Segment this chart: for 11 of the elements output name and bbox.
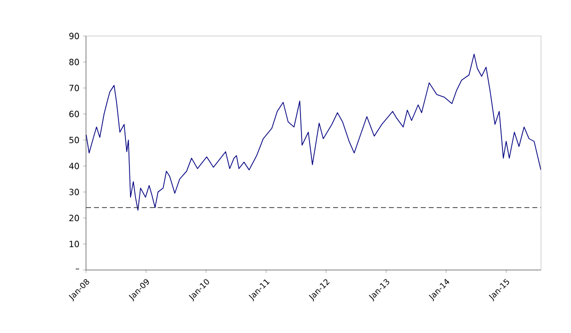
y-tick-label: 70	[69, 84, 79, 92]
y-tick-label: 60	[69, 110, 79, 118]
y-tick-label: 20	[69, 214, 79, 222]
y-tick-label: 40	[69, 162, 79, 170]
y-tick-label: –	[76, 268, 80, 270]
y-tick-label: 10	[70, 240, 79, 248]
y-tick-label: 50	[69, 136, 79, 144]
y-tick-label: 30	[69, 188, 79, 196]
y-tick-label: 80	[69, 58, 79, 66]
y-tick-label: 90	[69, 32, 79, 40]
line-series	[86, 54, 542, 211]
